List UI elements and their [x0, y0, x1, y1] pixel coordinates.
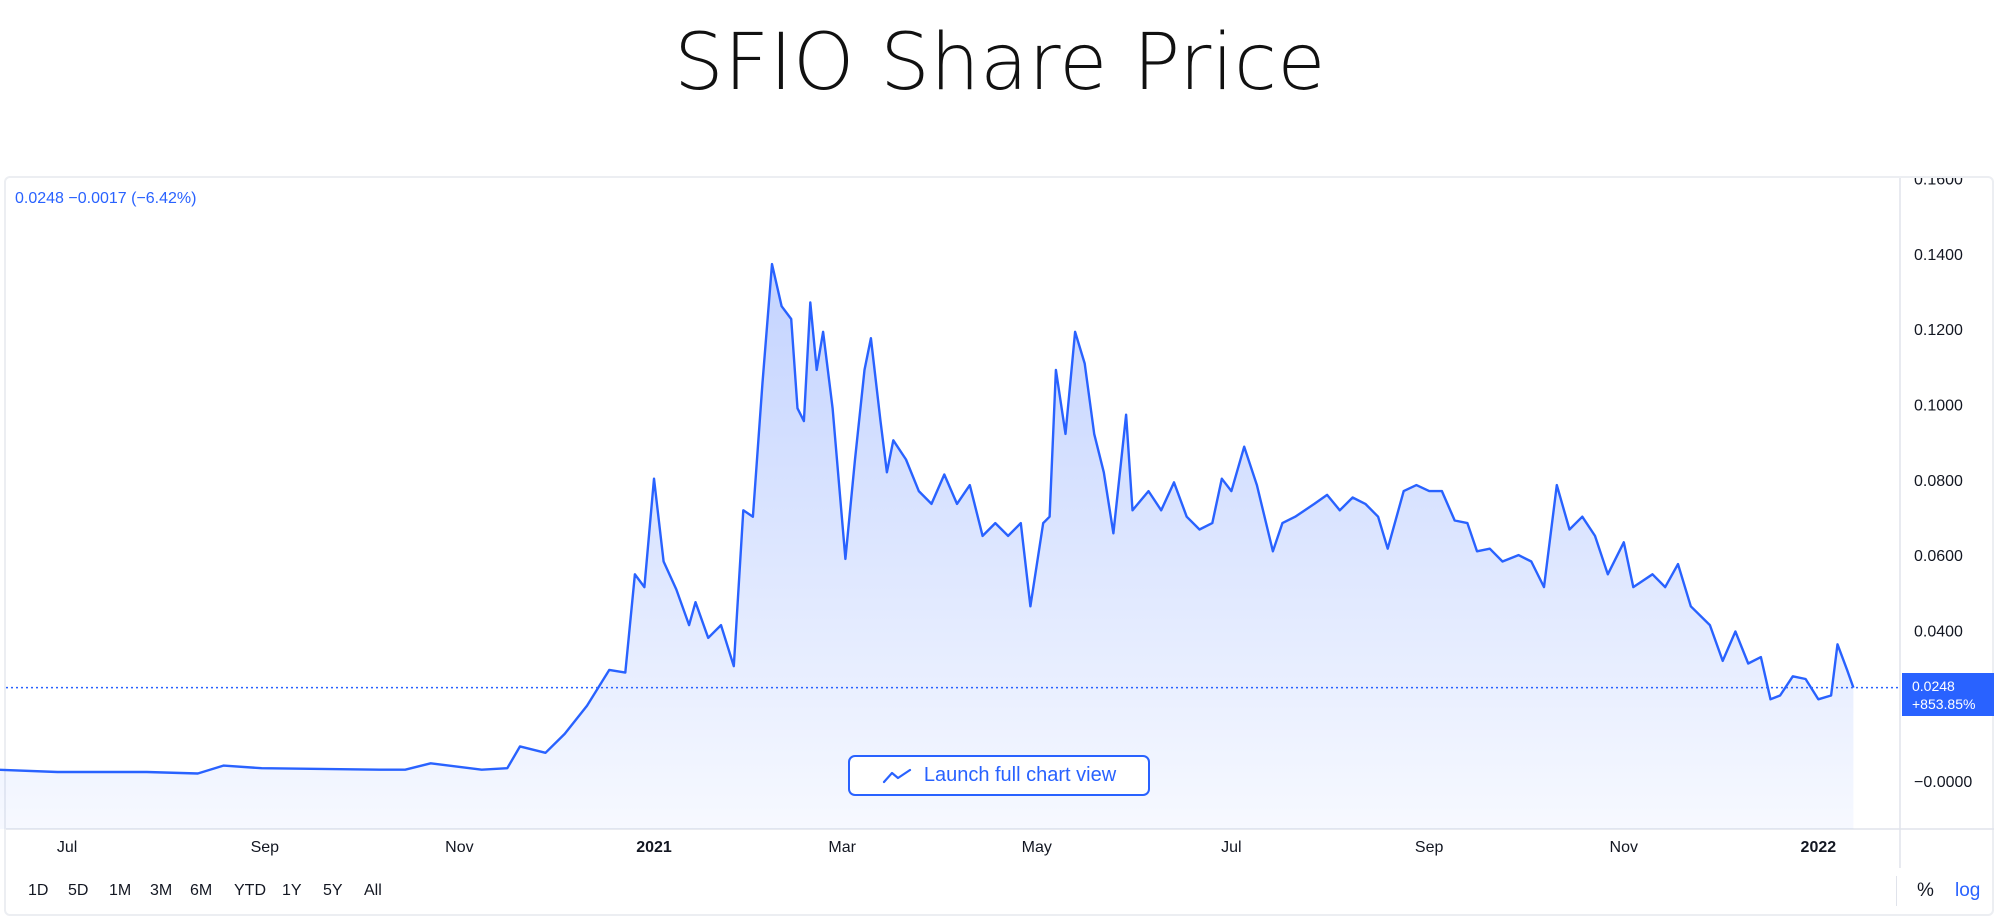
y-tick-label: 0.1000 [1914, 398, 1963, 415]
y-tick-label: 0.1400 [1914, 247, 1963, 264]
toolbar-divider [1896, 876, 1897, 906]
page-title: SFIO Share Price [674, 18, 1326, 108]
x-tick-label: 2021 [636, 839, 672, 856]
x-tick-label: Nov [445, 839, 473, 856]
x-tick-label: May [1022, 839, 1052, 856]
y-tick-label: 0.0400 [1914, 623, 1963, 640]
chart-widget [4, 176, 1994, 916]
range-button-1m[interactable]: 1M [109, 882, 132, 899]
x-tick-label: Mar [828, 839, 856, 856]
x-tick-label: Jul [57, 839, 77, 856]
price-line [0, 264, 1853, 773]
price-change-percent: +853.85% [1912, 696, 1976, 712]
x-tick-label: Nov [1610, 839, 1638, 856]
log-scale-button[interactable]: log [1955, 880, 1981, 901]
y-tick-label: 0.0600 [1914, 548, 1963, 565]
y-tick-label: 0.1600 [1914, 172, 1963, 189]
x-tick-label: 2022 [1801, 839, 1837, 856]
x-tick-label: Sep [251, 839, 280, 856]
range-button-ytd[interactable]: YTD [234, 882, 266, 899]
current-price-label: 0.0248 +853.85% [1902, 673, 1994, 716]
price-area-fill [0, 264, 1853, 829]
current-price: 0.0248 [1912, 678, 1955, 694]
y-tick-label: −0.0000 [1914, 774, 1972, 791]
range-button-all[interactable]: All [364, 882, 382, 899]
percent-scale-button[interactable]: % [1917, 880, 1934, 901]
launch-button-label: Launch full chart view [923, 764, 1117, 786]
range-button-5y[interactable]: 5Y [323, 882, 343, 899]
range-button-1y[interactable]: 1Y [282, 882, 302, 899]
launch-full-chart-button[interactable]: Launch full chart view [848, 755, 1150, 796]
range-button-1d[interactable]: 1D [28, 882, 49, 899]
x-tick-label: Sep [1415, 839, 1444, 856]
y-tick-label: 0.0800 [1914, 473, 1963, 490]
range-button-3m[interactable]: 3M [150, 882, 173, 899]
price-legend: 0.0248 −0.0017 (−6.42%) [15, 190, 197, 207]
range-button-5d[interactable]: 5D [68, 882, 89, 899]
chart-line-icon [882, 768, 911, 783]
y-tick-label: 0.1200 [1914, 322, 1963, 339]
range-button-6m[interactable]: 6M [190, 882, 213, 899]
x-tick-label: Jul [1221, 839, 1241, 856]
